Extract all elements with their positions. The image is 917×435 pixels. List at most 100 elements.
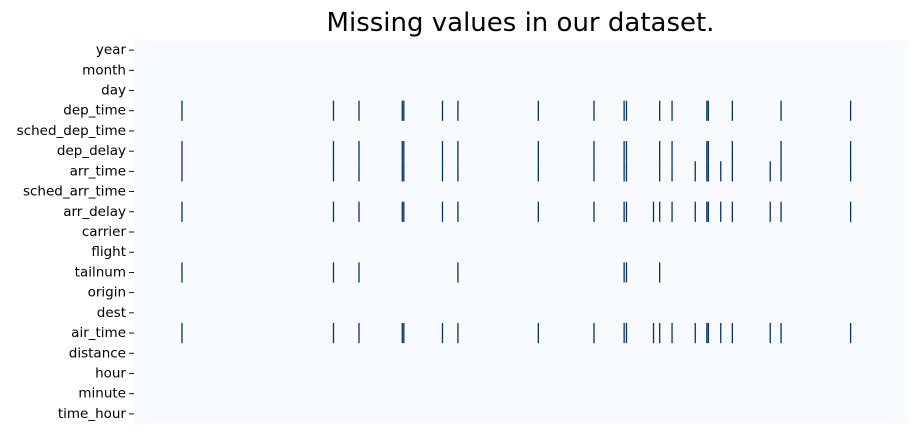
missing-mark-tailnum-1 (332, 262, 335, 283)
missing-mark-dep_time-14 (707, 100, 710, 121)
y-tick-label-origin: origin (88, 285, 126, 301)
missing-mark-arr_delay-16 (707, 201, 710, 222)
missing-mark-tailnum-2 (358, 262, 360, 283)
missing-mark-arr_time-0 (181, 161, 183, 182)
missing-mark-arr_time-13 (694, 161, 696, 182)
missing-mark-air_time-13 (671, 322, 673, 344)
missing-mark-dep_delay-12 (671, 141, 673, 162)
missing-mark-tailnum-4 (623, 262, 625, 283)
missing-mark-air_time-19 (769, 322, 771, 344)
missing-mark-arr_time-14 (706, 161, 708, 182)
missing-mark-dep_delay-16 (780, 141, 782, 162)
missing-mark-dep_time-15 (731, 100, 734, 121)
y-tick-label-hour: hour (95, 365, 126, 381)
missing-mark-dep_time-0 (181, 100, 183, 121)
missing-mark-dep_time-12 (671, 100, 673, 121)
missing-mark-arr_delay-13 (671, 201, 673, 222)
missing-mark-air_time-4 (403, 322, 405, 344)
missing-mark-arr_delay-6 (457, 201, 459, 222)
missing-mark-air_time-2 (358, 322, 360, 344)
missing-mark-air_time-11 (652, 322, 655, 344)
missing-mark-dep_time-1 (332, 100, 335, 121)
missing-mark-arr_time-4 (403, 161, 405, 182)
missing-mark-arr_delay-10 (625, 201, 628, 222)
missing-mark-dep_delay-15 (731, 141, 734, 162)
y-tick-label-time_hour: time_hour (58, 406, 127, 422)
missing-mark-arr_delay-3 (401, 201, 403, 222)
missing-mark-arr_delay-0 (181, 201, 183, 222)
missing-mark-air_time-1 (332, 322, 335, 344)
missing-mark-arr_time-1 (332, 161, 335, 182)
missing-mark-arr_delay-21 (849, 201, 852, 222)
missing-mark-arr_time-19 (780, 161, 782, 182)
missing-mark-arr_delay-1 (332, 201, 335, 222)
missing-mark-air_time-10 (625, 322, 628, 344)
y-tick-label-tailnum: tailnum (75, 264, 126, 280)
missing-mark-air_time-6 (457, 322, 459, 344)
missing-mark-air_time-9 (623, 322, 625, 344)
y-tick-label-arr_time: arr_time (70, 163, 126, 179)
missing-mark-dep_time-16 (780, 100, 782, 121)
missing-mark-arr_time-18 (769, 161, 771, 182)
missing-mark-air_time-20 (780, 322, 782, 344)
y-tick-label-carrier: carrier (82, 224, 127, 240)
y-tick-label-arr_delay: arr_delay (63, 204, 126, 220)
missing-mark-air_time-8 (593, 322, 595, 344)
missing-mark-air_time-17 (720, 322, 722, 344)
missing-mark-air_time-15 (706, 322, 708, 344)
y-tick-label-sched_dep_time: sched_dep_time (17, 123, 126, 139)
missing-mark-arr_delay-9 (623, 201, 625, 222)
missing-mark-arr_delay-18 (731, 201, 734, 222)
missing-value-marks (181, 100, 852, 344)
y-tick-label-dest: dest (97, 305, 126, 321)
missing-mark-arr_delay-11 (652, 201, 655, 222)
missing-mark-arr_time-17 (731, 161, 734, 182)
y-axis-tick-labels: year month day dep_time sched_dep_time dep_de… (17, 42, 127, 422)
missing-mark-air_time-18 (731, 322, 734, 344)
missing-mark-dep_delay-13 (706, 141, 708, 162)
missing-mark-arr_time-6 (457, 161, 459, 182)
missing-mark-air_time-5 (441, 322, 444, 344)
missing-mark-dep_time-7 (537, 100, 539, 121)
missing-mark-air_time-21 (849, 322, 852, 344)
missing-mark-arr_delay-14 (694, 201, 696, 222)
missing-mark-arr_delay-12 (659, 201, 661, 222)
heatmap-background (134, 40, 907, 424)
missing-mark-dep_delay-9 (623, 141, 625, 162)
y-tick-label-minute: minute (78, 386, 126, 402)
missing-mark-arr_delay-5 (441, 201, 444, 222)
missing-mark-air_time-12 (659, 322, 661, 344)
missing-mark-dep_delay-1 (332, 141, 335, 162)
chart-title: Missing values in our dataset. (326, 8, 715, 38)
y-tick-label-year: year (96, 42, 127, 58)
missing-mark-dep_time-2 (358, 100, 360, 121)
missing-mark-arr_time-16 (720, 161, 722, 182)
missing-mark-air_time-16 (707, 322, 710, 344)
missing-mark-arr_delay-20 (780, 201, 782, 222)
missing-mark-arr_delay-17 (720, 201, 722, 222)
missing-mark-arr_time-20 (849, 161, 852, 182)
y-tick-label-dep_delay: dep_delay (57, 143, 126, 159)
missing-mark-arr_time-5 (441, 161, 444, 182)
missing-mark-dep_delay-2 (358, 141, 360, 162)
missing-mark-air_time-3 (401, 322, 403, 344)
missing-mark-dep_time-11 (659, 100, 661, 121)
missing-mark-dep_time-6 (457, 100, 459, 121)
missing-mark-arr_delay-4 (403, 201, 405, 222)
missing-mark-dep_delay-4 (403, 141, 405, 162)
missing-mark-arr_delay-7 (537, 201, 539, 222)
missing-mark-arr_time-9 (623, 161, 625, 182)
missing-mark-arr_time-11 (659, 161, 661, 182)
missing-mark-dep_delay-17 (849, 141, 852, 162)
missing-mark-tailnum-0 (181, 262, 183, 283)
missing-mark-dep_delay-11 (659, 141, 661, 162)
missing-mark-dep_delay-7 (537, 141, 539, 162)
missing-mark-arr_time-7 (537, 161, 539, 182)
missing-mark-arr_time-10 (625, 161, 628, 182)
y-tick-label-dep_time: dep_time (63, 103, 126, 119)
missing-mark-dep_delay-0 (181, 141, 183, 162)
missing-mark-dep_time-5 (441, 100, 444, 121)
missing-mark-dep_time-4 (403, 100, 405, 121)
missing-mark-air_time-7 (537, 322, 539, 344)
